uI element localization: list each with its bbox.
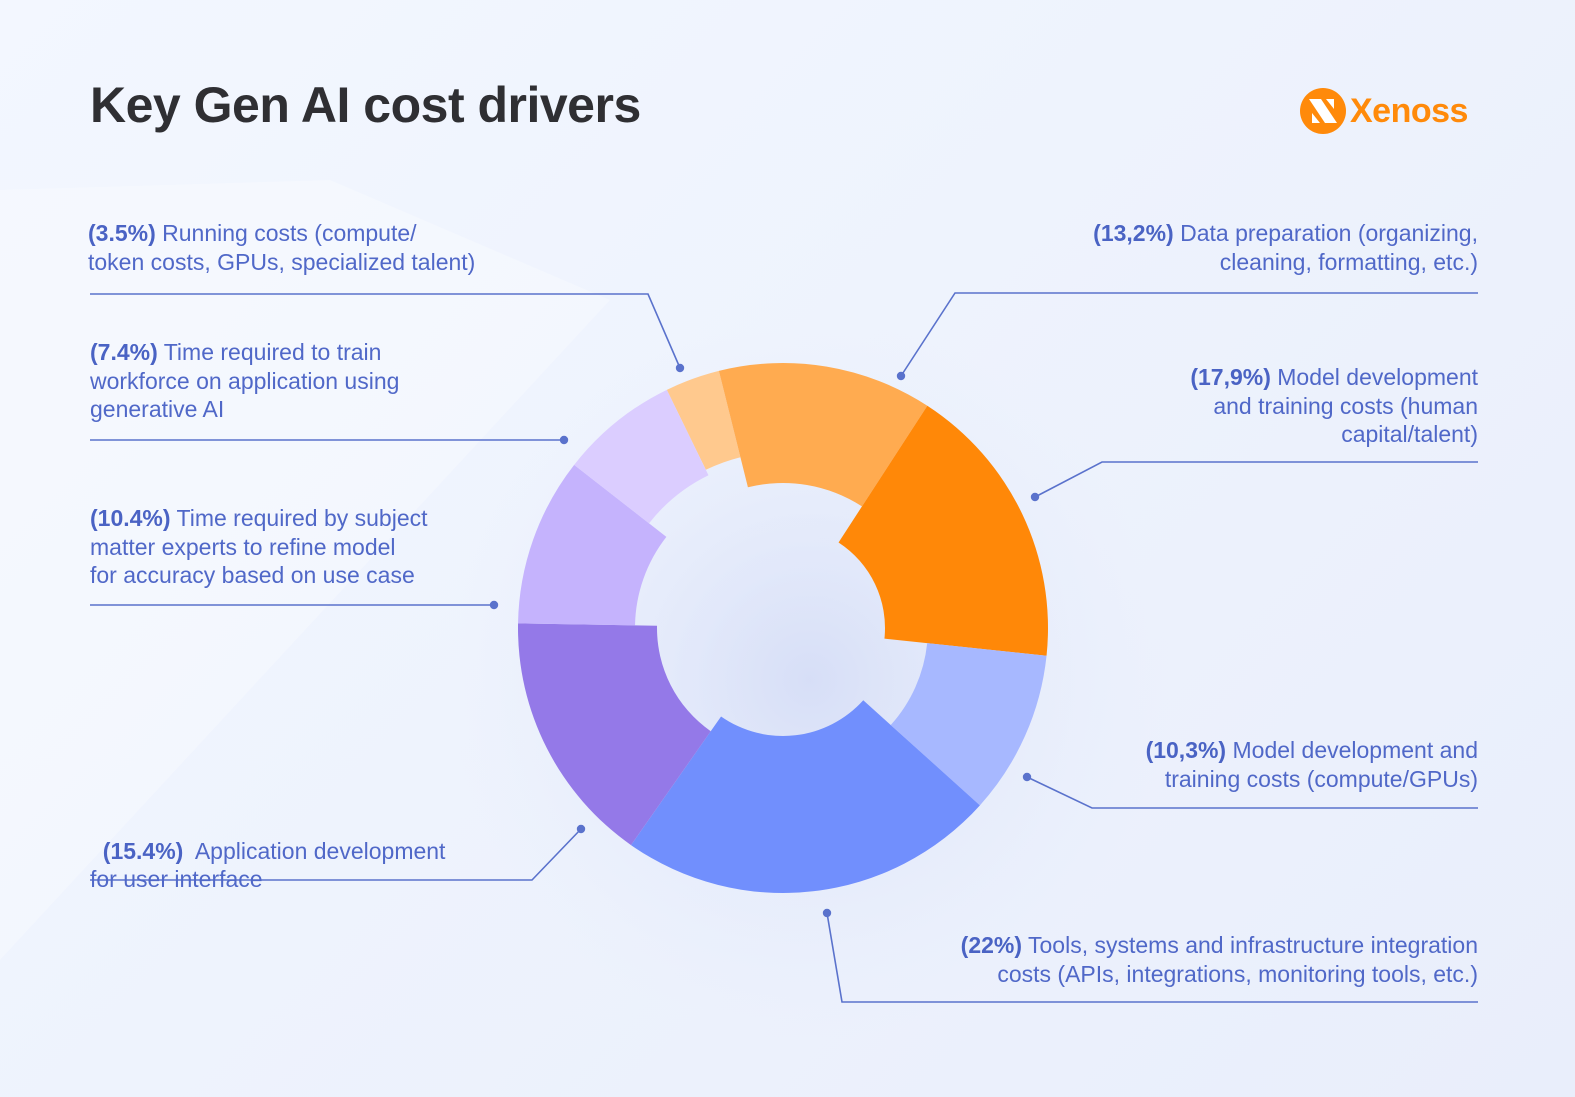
annotation-text: for accuracy based on use case [90, 562, 415, 588]
annotation-model-dev-human: (17,9%) Model development and training c… [1190, 363, 1478, 449]
xenoss-logo-icon [1300, 88, 1346, 134]
annotation-text: for user interface [90, 866, 263, 892]
annotation-text: Running costs (compute/ [155, 220, 417, 246]
annotation-text: token costs, GPUs, specialized talent) [88, 248, 476, 275]
donut-slice: Time required by subject matter experts … [518, 464, 667, 626]
annotation-running-costs: (3.5%) Running costs (compute/ token cos… [88, 219, 475, 276]
leader-appdev [90, 828, 582, 881]
donut-slice: Time required to train workforce on appl… [574, 389, 709, 524]
donut-slice: Tools, systems and infrastructure integr… [631, 700, 980, 893]
donut-slice: Model development and training costs (hu… [838, 405, 1049, 656]
leader-tools [826, 912, 1478, 1003]
annotation-text: Tools, systems and infrastructure integr… [1022, 932, 1478, 958]
annotation-text: costs (APIs, integrations, monitoring to… [997, 960, 1478, 987]
annotation-subject-experts: (10.4%) Time required by subject matter … [90, 504, 428, 590]
leader-running [90, 293, 681, 369]
donut-slice: Data preparation (organizing, cleaning, … [718, 362, 928, 507]
pct: (13,2%) [1093, 220, 1174, 246]
pct: (7.4%) [90, 339, 158, 365]
pct: (15.4%) [102, 837, 184, 864]
donut-slice: Running costs (compute/token costs, GPUs… [666, 370, 741, 470]
donut-slice: Application development for user interfa… [518, 623, 711, 846]
annotation-model-dev-compute: (10,3%) Model development and training c… [1146, 736, 1478, 793]
annotation-text: Time required to train [157, 339, 382, 365]
annotation-text: Data preparation (organizing, [1173, 220, 1478, 246]
logo-text: Xenoss [1350, 91, 1468, 130]
annotation-data-preparation: (13,2%) Data preparation (organizing, cl… [1093, 219, 1478, 276]
pct: (3.5%) [88, 220, 156, 246]
annotation-text: training costs (compute/GPUs) [1164, 765, 1478, 792]
leader-model-human [1034, 461, 1478, 498]
pct: (17,9%) [1190, 364, 1271, 390]
pct: (10,3%) [1145, 737, 1227, 763]
annotation-text: capital/talent) [1341, 421, 1478, 447]
annotation-workforce-training: (7.4%) Time required to train workforce … [90, 338, 399, 424]
annotation-text: Application development [183, 837, 446, 864]
annotation-text: matter experts to refine model [90, 533, 396, 560]
annotation-text: generative AI [90, 396, 225, 422]
leader-dataprep [900, 292, 1478, 377]
xenoss-logo: Xenoss [1300, 88, 1468, 134]
annotation-text: cleaning, formatting, etc.) [1219, 248, 1478, 275]
leader-model-compute [1026, 776, 1478, 809]
annotation-tools-integration: (22%) Tools, systems and infrastructure … [961, 931, 1478, 988]
page-title: Key Gen AI cost drivers [90, 77, 641, 133]
annotation-text: Time required by subject [170, 505, 428, 531]
annotation-text: Model development [1270, 364, 1478, 390]
annotation-text: and training costs (human [1213, 392, 1478, 419]
donut-slice: Model development and training costs (co… [890, 643, 1047, 806]
annotation-text: Model development and [1226, 737, 1478, 763]
pct: (22%) [960, 932, 1023, 958]
annotation-app-development: (15.4%) Application development for user … [90, 808, 445, 894]
annotation-text: workforce on application using [90, 367, 400, 394]
pct: (10.4%) [90, 505, 171, 531]
